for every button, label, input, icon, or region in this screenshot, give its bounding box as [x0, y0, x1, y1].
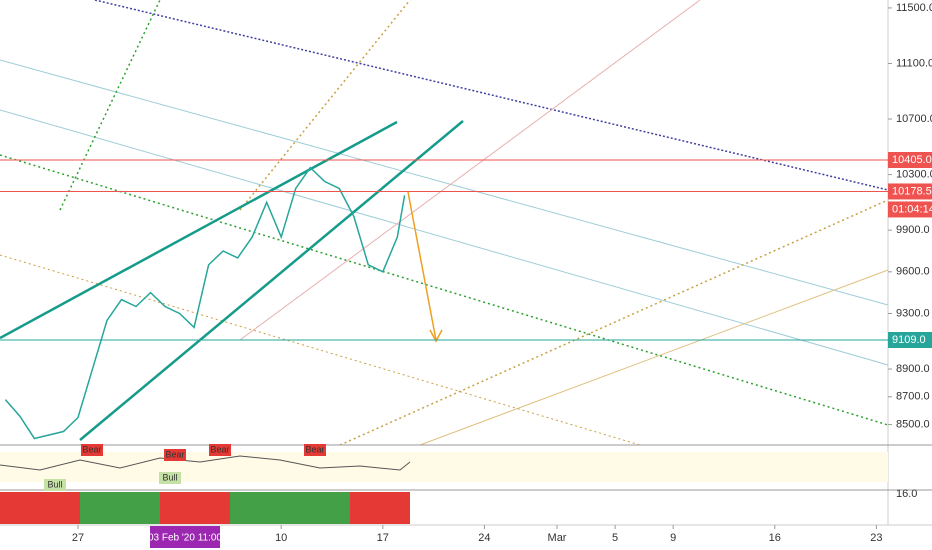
oscillator-band — [0, 452, 888, 482]
crosshair-tag — [150, 526, 220, 548]
trend-line — [0, 109, 889, 366]
heatmap — [230, 492, 350, 524]
trend-line — [239, 0, 701, 341]
indicator-tag — [44, 479, 66, 491]
drawings — [0, 0, 889, 446]
indicator-tag — [164, 449, 186, 461]
price-tag — [888, 332, 932, 348]
y-tick-label: 10700.0 — [896, 113, 932, 125]
channel-line — [0, 120, 398, 340]
trend-line — [339, 199, 889, 446]
y-tick-label: 8500.0 — [896, 418, 930, 430]
y-tick-label: 9900.0 — [896, 224, 930, 236]
price-line — [4, 166, 406, 440]
indicator-label: Bear — [165, 449, 184, 459]
y-tick-label: 10300.0 — [896, 168, 932, 180]
price-tag — [888, 183, 932, 200]
countdown-tag — [888, 201, 932, 218]
y-tick-label: 9300.0 — [896, 307, 930, 319]
y-tick-label: 8900.0 — [896, 363, 930, 375]
x-tick-label: 27 — [72, 532, 84, 544]
indicator-tag — [304, 444, 326, 456]
indicator-tag — [81, 444, 103, 456]
indicator-label: Bull — [47, 479, 62, 489]
indicator-label: Bear — [82, 444, 101, 454]
crosshair-time: 03 Feb '20 11:00 — [148, 533, 222, 544]
x-tick-label: 10 — [275, 532, 287, 544]
y-tick-label: 11100.0 — [896, 57, 932, 69]
oscillator-tick: 16.0 — [896, 488, 917, 500]
indicator-tag — [159, 472, 181, 484]
x-tick-label: Mar — [548, 532, 567, 544]
channel-line — [79, 120, 464, 441]
x-tick-label: 17 — [377, 532, 389, 544]
price-tag-label: 9109.0 — [892, 334, 926, 346]
x-tick-label: 24 — [478, 532, 490, 544]
trend-line — [0, 254, 641, 446]
heatmap — [80, 492, 160, 524]
x-tick-label: 5 — [612, 532, 618, 544]
price-tag — [888, 152, 932, 168]
y-tick-label: 9600.0 — [896, 266, 930, 278]
trend-line — [419, 269, 889, 446]
y-tick-label: 8700.0 — [896, 391, 930, 403]
x-tick-label: 9 — [670, 532, 676, 544]
trend-line — [59, 0, 161, 211]
indicator-tag — [209, 444, 231, 456]
countdown: 01:04:14 — [892, 203, 932, 215]
arrow — [407, 191, 437, 341]
indicator-label: Bear — [210, 444, 229, 454]
y-tick-label: 11500.0 — [896, 2, 932, 14]
price-tag-label: 10178.5 — [892, 185, 932, 197]
indicator-label: Bear — [305, 444, 324, 454]
x-tick-label: 16 — [769, 532, 781, 544]
x-tick-label: 23 — [870, 532, 882, 544]
trend-line — [0, 59, 889, 306]
arrow-head — [429, 329, 443, 343]
indicator-label: Bull — [162, 472, 177, 482]
oscillator-line — [0, 455, 411, 471]
trend-line — [239, 0, 411, 211]
price-tag-label: 10405.0 — [892, 154, 932, 166]
